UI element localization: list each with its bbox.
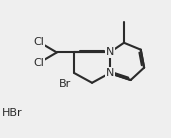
Text: Cl: Cl <box>34 58 45 68</box>
Text: N: N <box>106 68 114 78</box>
Text: Br: Br <box>59 79 71 89</box>
Text: HBr: HBr <box>2 108 23 118</box>
Text: Cl: Cl <box>34 37 45 47</box>
Text: N: N <box>106 47 114 57</box>
